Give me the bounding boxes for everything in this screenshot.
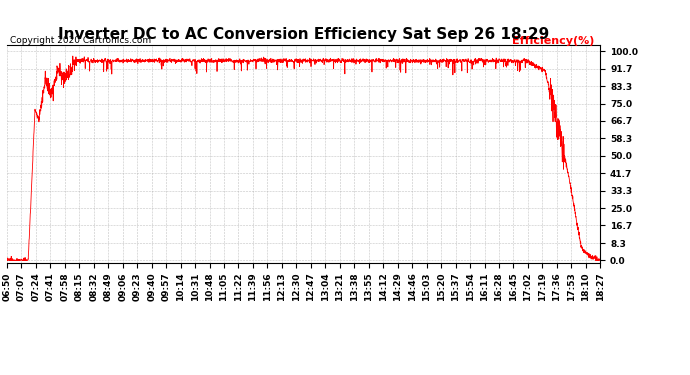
Title: Inverter DC to AC Conversion Efficiency Sat Sep 26 18:29: Inverter DC to AC Conversion Efficiency …: [58, 27, 549, 42]
Text: Copyright 2020 Cartronics.com: Copyright 2020 Cartronics.com: [10, 36, 151, 45]
Text: Efficiency(%): Efficiency(%): [512, 36, 594, 46]
